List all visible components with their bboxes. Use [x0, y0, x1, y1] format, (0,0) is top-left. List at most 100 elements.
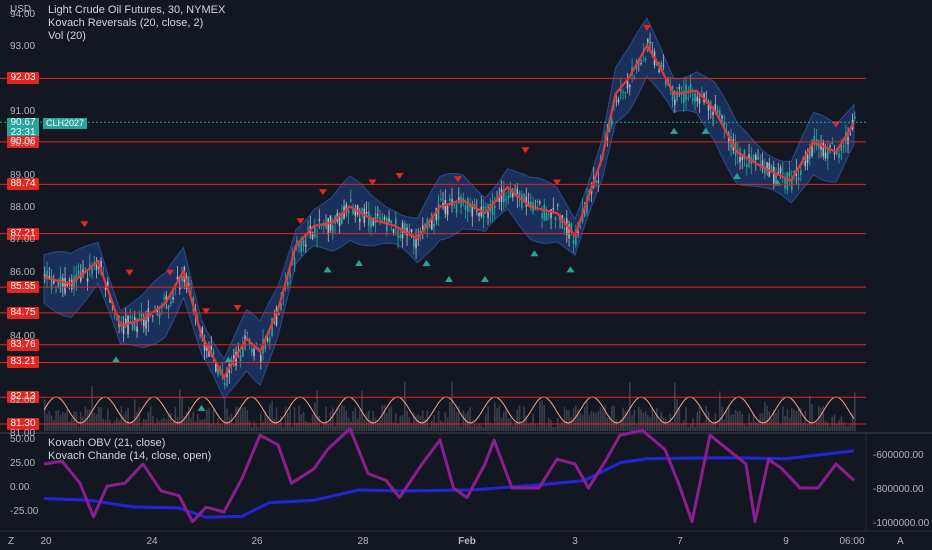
- candle: [208, 350, 210, 357]
- volume-bar: [381, 405, 384, 431]
- candle: [77, 270, 80, 275]
- candle: [662, 65, 665, 67]
- volume-bar: [802, 422, 804, 431]
- candle: [134, 317, 136, 320]
- candle: [323, 225, 325, 227]
- candle: [764, 166, 766, 174]
- volume-bar: [833, 414, 836, 431]
- candle: [287, 281, 289, 286]
- last-price-value: 90.67: [10, 117, 36, 128]
- candle: [161, 307, 163, 309]
- volume-bar: [811, 404, 813, 431]
- volume-bar: [388, 407, 390, 431]
- legend-kovach-reversals: Kovach Reversals (20, close, 2): [48, 17, 204, 29]
- lower-right-tick: -1000000.00: [873, 518, 930, 529]
- candle: [440, 199, 442, 201]
- volume-bar: [845, 425, 847, 431]
- reversal-up-marker: [530, 250, 539, 257]
- candle: [399, 235, 402, 238]
- volume-bar: [748, 413, 750, 431]
- reversal-down-marker: [125, 269, 134, 276]
- volume-bar: [548, 417, 550, 431]
- candle: [327, 218, 330, 235]
- candle: [278, 313, 280, 315]
- timezone-button[interactable]: Z: [8, 536, 15, 547]
- lower-left-tick: -25.00: [10, 506, 39, 517]
- candle: [723, 121, 726, 129]
- volume-bar: [44, 399, 46, 431]
- candle: [251, 348, 253, 353]
- volume-bar: [620, 419, 622, 431]
- volume-bar: [199, 419, 201, 431]
- auto-scale-button[interactable]: A: [897, 536, 904, 547]
- candle: [444, 200, 447, 214]
- reversal-up-marker: [112, 356, 120, 363]
- candle: [806, 154, 809, 164]
- volume-bar: [480, 425, 483, 431]
- candle: [579, 226, 582, 228]
- candle: [190, 287, 192, 289]
- volume-bar: [685, 406, 687, 431]
- volume-bar: [683, 420, 685, 431]
- volume-bar: [257, 426, 260, 431]
- candle: [143, 319, 145, 327]
- volume-bar: [793, 409, 795, 431]
- candle: [721, 115, 723, 119]
- volume-bar: [433, 415, 435, 431]
- volume-bar: [755, 421, 757, 431]
- volume-bar: [471, 426, 474, 431]
- candle: [302, 239, 305, 247]
- candle: [813, 135, 816, 145]
- volume-bar: [50, 415, 53, 431]
- volume-bar: [568, 410, 570, 431]
- candle: [539, 201, 541, 204]
- volume-bar: [237, 407, 240, 431]
- candle: [424, 223, 426, 227]
- candle: [433, 223, 435, 227]
- candle: [595, 180, 597, 183]
- volume-bar: [849, 424, 852, 431]
- volume-bar: [689, 424, 692, 431]
- reversal-up-marker: [422, 259, 431, 266]
- candle: [640, 63, 642, 65]
- volume-bar: [113, 420, 116, 431]
- candle: [593, 177, 595, 179]
- candle: [701, 91, 703, 93]
- candle: [665, 78, 667, 85]
- candle: [46, 270, 48, 278]
- candle: [485, 207, 487, 209]
- volume-bar: [728, 405, 730, 431]
- candle: [683, 90, 685, 103]
- candle: [338, 215, 341, 227]
- candle: [383, 216, 386, 220]
- candle: [503, 190, 505, 203]
- candle: [692, 98, 694, 101]
- volume-bar: [476, 425, 478, 431]
- volume-bar: [138, 407, 141, 431]
- volume-bar: [786, 408, 789, 431]
- candle: [68, 280, 71, 282]
- candle: [235, 351, 237, 366]
- volume-bar: [334, 426, 336, 431]
- volume-bar: [647, 415, 649, 431]
- volume-bar: [721, 406, 723, 431]
- volume-bar: [521, 423, 523, 431]
- volume-bar: [530, 422, 532, 431]
- candle: [116, 318, 118, 320]
- candle: [755, 154, 757, 161]
- volume-bar: [221, 425, 224, 431]
- volume-bar: [365, 413, 368, 431]
- volume-bar: [512, 425, 514, 431]
- candle: [215, 362, 217, 372]
- candle: [127, 315, 129, 335]
- volume-bar: [89, 408, 91, 431]
- candle: [773, 166, 775, 184]
- volume-bar: [820, 407, 822, 431]
- candle: [577, 231, 579, 235]
- volume-bar: [597, 410, 600, 431]
- volume-bar: [413, 412, 415, 431]
- candle: [104, 287, 107, 290]
- legend-kovach-chande: Kovach Chande (14, close, open): [48, 450, 212, 462]
- candle: [431, 217, 433, 230]
